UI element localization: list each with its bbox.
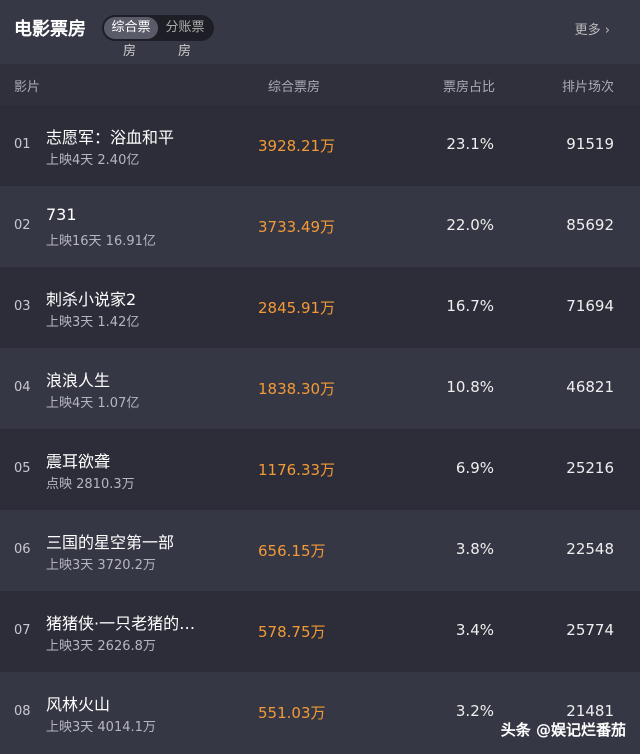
movie-pct: 10.8% [446,378,494,396]
movie-box: 2845.91万 [258,299,336,317]
table-header: 影片 综合票房 票房占比 排片场次 [0,64,640,105]
movie-rank: 07 [14,623,31,638]
movie-shows: 91519 [566,135,614,153]
movie-pct: 23.1% [446,135,494,153]
movie-rank: 05 [14,461,31,476]
movie-rank: 06 [14,542,31,557]
movie-rank: 01 [14,137,31,152]
tab-combined-box-office[interactable]: 综合票 [104,17,158,39]
movie-pct: 3.4% [455,621,494,639]
movie-sub: 点映 2810.3万 [46,477,135,492]
tab-label-wrap: 房 [178,44,192,59]
movie-shows: 85692 [566,216,614,234]
movie-rank: 08 [14,704,31,719]
table-row[interactable]: 01 志愿军：浴血和平上映4天 2.40亿 3928.21万 23.1% 91519 [0,105,640,186]
table-row[interactable]: 06 三国的星空第一部上映3天 3720.2万 656.15万 3.8% 22548 [0,510,640,591]
movie-box: 578.75万 [258,623,326,641]
movie-box: 1176.33万 [258,461,336,479]
movie-pct: 22.0% [446,216,494,234]
tab-label-wrap: 房 [123,44,137,59]
column-header-film: 影片 [14,80,41,95]
movie-pct: 6.9% [455,459,494,477]
table-row[interactable]: 03 刺杀小说家2 上映3天 1.42亿 2845.91万 16.7% 71694 [0,267,640,348]
table-row[interactable]: 04 浪浪人生上映4天 1.07亿 1838.30万 10.8% 46821 [0,348,640,429]
movie-shows: 25774 [566,621,614,639]
movie-sub: 上映3天 4014.1万 [46,720,156,735]
column-header-shows: 排片场次 [562,80,615,95]
page-title: 电影票房 [14,19,86,40]
column-header-share: 票房占比 [443,80,496,95]
more-link[interactable]: 更多 › [574,23,610,38]
movie-sub: 上映3天 1.42亿 [46,315,140,330]
column-header-box-office: 综合票房 [268,80,321,95]
movie-sub: 上映4天 1.07亿 [46,396,140,411]
movie-name: 三国的星空第一部 [46,533,175,552]
movie-name: 731 [46,205,77,224]
top-bar: 电影票房 综合票 分账票 房 房 更多 › [0,0,640,64]
table-row[interactable]: 05 震耳欲聋点映 2810.3万 1176.33万 6.9% 25216 [0,429,640,510]
box-office-type-toggle[interactable]: 综合票 分账票 房 房 [102,15,214,59]
movie-name: 风林火山 [46,695,111,714]
movie-rank: 02 [14,218,31,233]
movie-shows: 22548 [566,540,614,558]
movie-list: 01 志愿军：浴血和平上映4天 2.40亿 3928.21万 23.1% 91519 02… [0,105,640,753]
movie-shows: 21481 [566,702,614,720]
table-row[interactable]: 07 猪猪侠·一只老猪的… 上映3天 2626.8万 578.75万 3.4% 25774 [0,591,640,672]
movie-pct: 3.8% [455,540,494,558]
movie-shows: 25216 [566,459,614,477]
movie-shows: 71694 [566,297,614,315]
movie-box: 551.03万 [258,704,326,722]
movie-pct: 16.7% [446,297,494,315]
table-row[interactable]: 08 风林火山上映3天 4014.1万 551.03万 3.2% 21481 [0,672,640,753]
movie-name: 震耳欲聋 [46,452,111,471]
movie-box: 1838.30万 [258,380,336,398]
movie-name: 刺杀小说家2 [46,290,137,309]
movie-sub: 上映3天 3720.2万 [46,558,156,573]
watermark: 头条 @娱记烂番茄 [500,721,626,739]
movie-shows: 46821 [566,378,614,396]
movie-pct: 3.2% [455,702,494,720]
movie-sub: 上映3天 2626.8万 [46,639,156,654]
movie-box: 3733.49万 [258,218,336,236]
movie-box: 3928.21万 [258,137,336,155]
movie-rank: 03 [14,299,31,314]
movie-name: 猪猪侠·一只老猪的… [46,614,196,633]
movie-rank: 04 [14,380,31,395]
movie-name: 志愿军：浴血和平 [46,128,175,147]
movie-sub: 上映4天 2.40亿 [46,153,140,168]
table-row[interactable]: 02 731 上映16天 16.91亿 3733.49万 22.0% 85692 [0,186,640,267]
movie-sub: 上映16天 16.91亿 [46,234,156,249]
movie-box: 656.15万 [258,542,326,560]
tab-split-box-office[interactable]: 分账票 [165,20,205,35]
movie-name: 浪浪人生 [46,371,111,390]
